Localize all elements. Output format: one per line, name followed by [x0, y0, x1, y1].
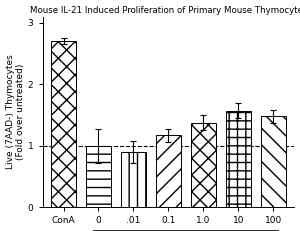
Y-axis label: Live (7AAD-) Thymocytes
(Fold over untreated): Live (7AAD-) Thymocytes (Fold over untre… — [6, 55, 25, 170]
Bar — [51, 41, 76, 207]
Bar — [86, 146, 111, 207]
Bar — [226, 111, 251, 207]
Title: Mouse IL-21 Induced Proliferation of Primary Mouse Thymocytes: Mouse IL-21 Induced Proliferation of Pri… — [30, 6, 300, 15]
Bar — [156, 135, 181, 207]
Bar — [261, 116, 286, 207]
Bar — [121, 152, 146, 207]
Bar — [191, 122, 216, 207]
